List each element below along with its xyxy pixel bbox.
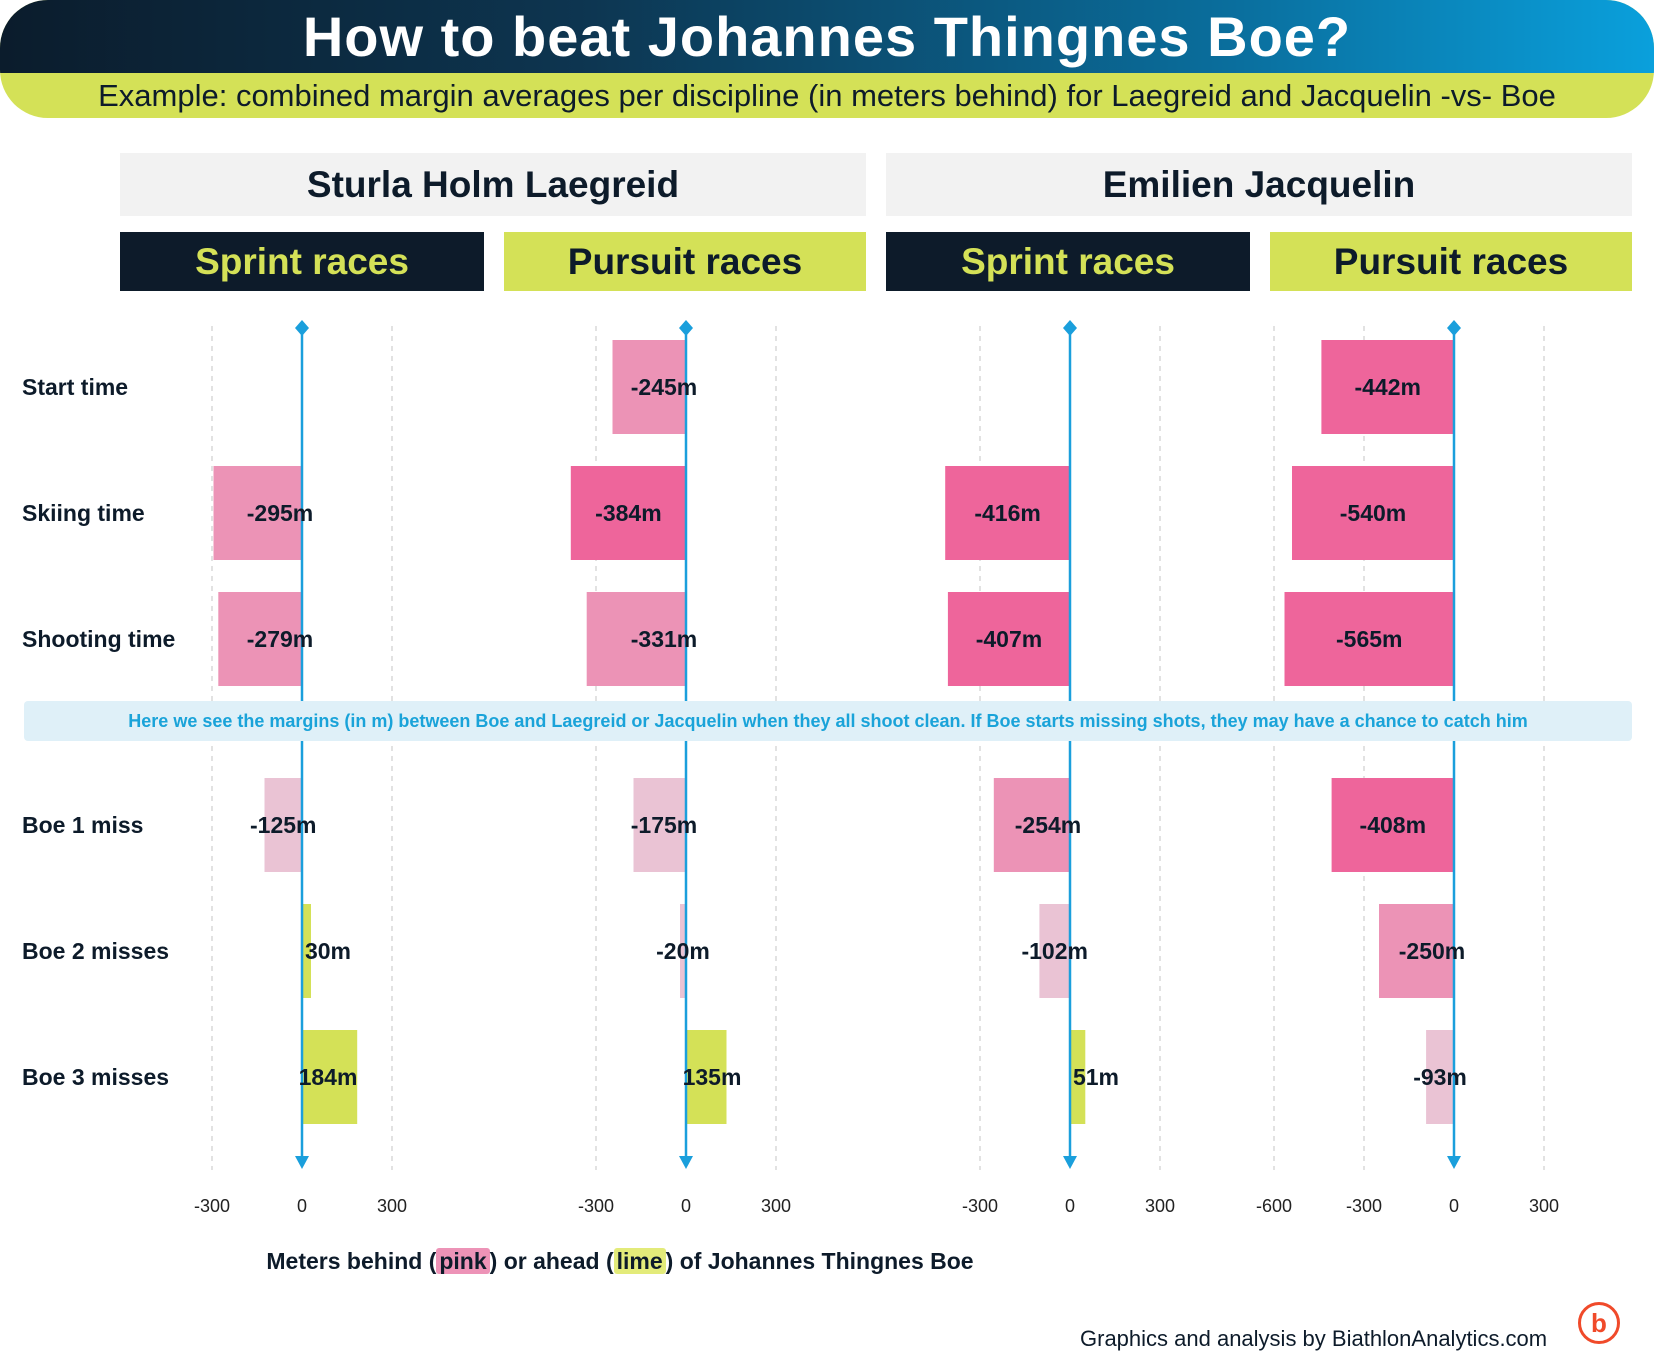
value-label-jacquelin-sprint-row-3: -407m bbox=[976, 626, 1042, 652]
axis-top-marker-jacquelin-pursuit bbox=[1447, 320, 1461, 336]
bar-laegreid-sprint-row-3 bbox=[218, 592, 302, 686]
tick-label-laegreid-pursuit: 300 bbox=[761, 1196, 791, 1216]
value-label-jacquelin-pursuit-row-5: -250m bbox=[1399, 938, 1465, 964]
tick-label-laegreid-sprint: -300 bbox=[194, 1196, 230, 1216]
bar-jacquelin-sprint-row-6 bbox=[1070, 1030, 1086, 1124]
legend-lime-chip: lime bbox=[613, 1248, 666, 1274]
title-banner: How to beat Johannes Thingnes Boe? Examp… bbox=[0, 0, 1654, 118]
value-label-laegreid-sprint-row-4: -125m bbox=[250, 812, 316, 838]
tick-label-jacquelin-pursuit: 0 bbox=[1449, 1196, 1459, 1216]
value-label-jacquelin-pursuit-row-3: -565m bbox=[1336, 626, 1402, 652]
row-label-boe-3-misses: Boe 3 misses bbox=[22, 1064, 170, 1090]
value-label-laegreid-pursuit-row-5: -20m bbox=[656, 938, 710, 964]
discipline-header-jacquelin-sprint: Sprint races bbox=[886, 232, 1250, 291]
bar-jacquelin-pursuit-row-4 bbox=[1331, 778, 1454, 872]
bar-jacquelin-pursuit-row-1 bbox=[1321, 340, 1454, 434]
bar-laegreid-sprint-row-2 bbox=[213, 466, 302, 560]
value-label-laegreid-sprint-row-2: -295m bbox=[247, 500, 313, 526]
title-band bbox=[0, 0, 1654, 73]
tick-label-jacquelin-sprint: -300 bbox=[962, 1196, 998, 1216]
value-label-jacquelin-sprint-row-4: -254m bbox=[1015, 812, 1081, 838]
bar-jacquelin-pursuit-row-2 bbox=[1292, 466, 1454, 560]
discipline-header-laegreid-sprint: Sprint races bbox=[120, 232, 484, 291]
tick-label-jacquelin-sprint: 0 bbox=[1065, 1196, 1075, 1216]
x-axis-legend: Meters behind (pink) or ahead (lime) of … bbox=[0, 1244, 1240, 1278]
axis-top-marker-jacquelin-sprint bbox=[1063, 320, 1077, 336]
bar-jacquelin-sprint-row-3 bbox=[947, 592, 1070, 686]
value-label-laegreid-pursuit-row-4: -175m bbox=[631, 812, 697, 838]
chart-area: -295m -279m -125m 30m 184m -300 0 300 -245m -384m… bbox=[194, 320, 1559, 1216]
bar-jacquelin-pursuit-row-5 bbox=[1379, 904, 1454, 998]
value-label-laegreid-sprint-row-3: -279m bbox=[247, 626, 313, 652]
row-label-boe-2-misses: Boe 2 misses bbox=[22, 938, 170, 964]
athlete-header-jacquelin: Emilien Jacquelin bbox=[886, 153, 1632, 216]
row-label-boe-1-miss: Boe 1 miss bbox=[22, 812, 144, 838]
bar-laegreid-pursuit-row-5 bbox=[680, 904, 686, 998]
value-label-jacquelin-sprint-row-6: 51m bbox=[1073, 1064, 1119, 1090]
value-label-laegreid-sprint-row-6: 184m bbox=[299, 1064, 358, 1090]
value-label-jacquelin-pursuit-row-1: -442m bbox=[1354, 374, 1420, 400]
tick-label-laegreid-pursuit: -300 bbox=[578, 1196, 614, 1216]
discipline-header-laegreid-pursuit: Pursuit races bbox=[504, 232, 866, 291]
axis-top-marker-laegreid-sprint bbox=[295, 320, 309, 336]
value-label-jacquelin-pursuit-row-6: -93m bbox=[1413, 1064, 1467, 1090]
discipline-header-jacquelin-pursuit: Pursuit races bbox=[1270, 232, 1632, 291]
tick-label-jacquelin-pursuit: -600 bbox=[1256, 1196, 1292, 1216]
value-label-laegreid-pursuit-row-1: -245m bbox=[631, 374, 697, 400]
tick-label-laegreid-sprint: 0 bbox=[297, 1196, 307, 1216]
axis-top-marker-laegreid-pursuit bbox=[679, 320, 693, 336]
row-label-skiing-time: Skiing time bbox=[22, 500, 145, 526]
legend-pink-chip: pink bbox=[436, 1248, 490, 1274]
bar-laegreid-pursuit-row-3 bbox=[586, 592, 686, 686]
chart-title: How to beat Johannes Thingnes Boe? bbox=[302, 5, 1352, 68]
bar-laegreid-pursuit-row-2 bbox=[570, 466, 686, 560]
axis-bottom-arrow-jacquelin-pursuit bbox=[1447, 1156, 1461, 1169]
legend-middle: ) or ahead ( bbox=[489, 1248, 614, 1274]
axis-bottom-arrow-laegreid-sprint bbox=[295, 1156, 309, 1169]
axis-bottom-arrow-laegreid-pursuit bbox=[679, 1156, 693, 1169]
value-label-laegreid-sprint-row-5: 30m bbox=[305, 938, 351, 964]
value-label-jacquelin-pursuit-row-2: -540m bbox=[1340, 500, 1406, 526]
athlete-header-laegreid: Sturla Holm Laegreid bbox=[120, 153, 866, 216]
legend-suffix: ) of Johannes Thingnes Boe bbox=[665, 1248, 974, 1274]
value-label-jacquelin-sprint-row-5: -102m bbox=[1021, 938, 1087, 964]
bar-jacquelin-pursuit-row-6 bbox=[1426, 1030, 1454, 1124]
row-label-start-time: Start time bbox=[22, 374, 129, 400]
bar-laegreid-sprint-row-4 bbox=[264, 778, 302, 872]
value-label-jacquelin-sprint-row-2: -416m bbox=[974, 500, 1040, 526]
chart-subtitle: Example: combined margin averages per di… bbox=[98, 78, 1556, 113]
bar-laegreid-sprint-row-5 bbox=[302, 904, 311, 998]
value-label-laegreid-pursuit-row-2: -384m bbox=[595, 500, 661, 526]
axis-bottom-arrow-jacquelin-sprint bbox=[1063, 1156, 1077, 1169]
value-label-jacquelin-pursuit-row-4: -408m bbox=[1360, 812, 1426, 838]
legend-prefix: Meters behind ( bbox=[266, 1248, 437, 1274]
row-label-shooting-time: Shooting time bbox=[22, 626, 176, 652]
bar-jacquelin-pursuit-row-3 bbox=[1284, 592, 1454, 686]
tick-label-jacquelin-sprint: 300 bbox=[1145, 1196, 1175, 1216]
tick-label-laegreid-sprint: 300 bbox=[377, 1196, 407, 1216]
biathlon-analytics-logo: b bbox=[1578, 1302, 1620, 1344]
tick-label-jacquelin-pursuit: 300 bbox=[1529, 1196, 1559, 1216]
bar-jacquelin-sprint-row-2 bbox=[945, 466, 1070, 560]
bar-jacquelin-sprint-row-4 bbox=[993, 778, 1070, 872]
bar-laegreid-pursuit-row-6 bbox=[686, 1030, 727, 1124]
bar-laegreid-pursuit-row-1 bbox=[612, 340, 686, 434]
tick-label-laegreid-pursuit: 0 bbox=[681, 1196, 691, 1216]
tick-label-jacquelin-pursuit: -300 bbox=[1346, 1196, 1382, 1216]
value-label-laegreid-pursuit-row-3: -331m bbox=[631, 626, 697, 652]
value-label-laegreid-pursuit-row-6: 135m bbox=[683, 1064, 742, 1090]
bar-laegreid-pursuit-row-4 bbox=[633, 778, 686, 872]
bar-jacquelin-sprint-row-5 bbox=[1039, 904, 1070, 998]
info-note: Here we see the margins (in m) between B… bbox=[24, 701, 1632, 741]
bar-laegreid-sprint-row-6 bbox=[302, 1030, 358, 1124]
credit-text: Graphics and analysis by BiathlonAnalyti… bbox=[1080, 1326, 1548, 1351]
